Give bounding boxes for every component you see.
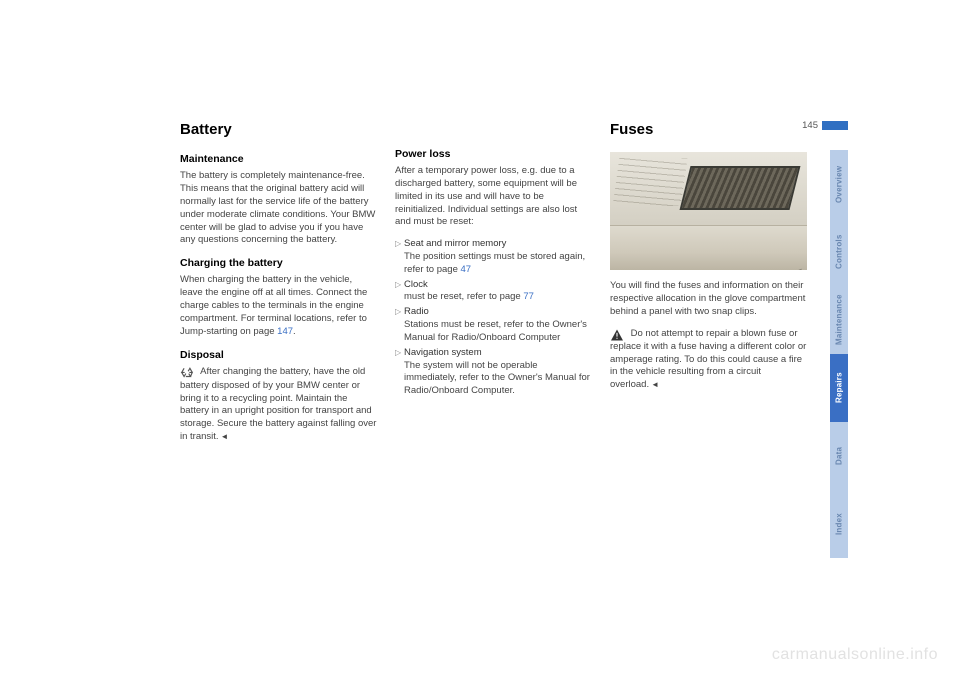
- page-marker-box: [822, 121, 848, 130]
- para-fuses-warning-text: Do not attempt to repair a blown fuse or…: [610, 328, 806, 390]
- section-title-battery: Battery: [180, 120, 377, 140]
- heading-maintenance: Maintenance: [180, 152, 377, 166]
- list-body: The system will not be operable immediat…: [404, 360, 590, 397]
- para-charging: When charging the battery in the vehicle…: [180, 274, 377, 338]
- list-body: must be reset, refer to page: [404, 291, 523, 302]
- list-body: The position settings must be stored aga…: [404, 251, 585, 275]
- page-number-row: 145: [802, 120, 848, 131]
- list-head: Seat and mirror memory: [404, 238, 506, 249]
- manual-page: Battery Maintenance The battery is compl…: [180, 120, 825, 620]
- list-item: ▷ Seat and mirror memory The position se…: [395, 238, 592, 276]
- list-body: Stations must be reset, refer to the Own…: [404, 319, 587, 343]
- heading-power-loss: Power loss: [395, 147, 592, 161]
- heading-charging: Charging the battery: [180, 256, 377, 270]
- para-charging-end: .: [293, 326, 296, 337]
- page-link-147[interactable]: 147: [277, 326, 293, 337]
- list-marker-icon: ▷: [395, 306, 404, 344]
- tab-controls[interactable]: Controls: [830, 218, 848, 286]
- page-link-47[interactable]: 47: [461, 264, 472, 275]
- page-number: 145: [802, 120, 818, 131]
- column-3: Fuses M03BN10MA You will find the fuses …: [610, 120, 807, 620]
- tab-index[interactable]: Index: [830, 490, 848, 558]
- list-content: Navigation system The system will not be…: [404, 347, 592, 398]
- watermark: carmanualsonline.info: [772, 646, 938, 664]
- column-2: Power loss After a temporary power loss,…: [395, 120, 592, 620]
- heading-disposal: Disposal: [180, 348, 377, 362]
- list-head: Radio: [404, 306, 429, 317]
- spacer: [395, 120, 592, 147]
- illustration-lines: [613, 158, 688, 206]
- tab-maintenance[interactable]: Maintenance: [830, 286, 848, 354]
- list-head: Clock: [404, 279, 428, 290]
- list-item: ▷ Clock must be reset, refer to page 77: [395, 279, 592, 305]
- list-marker-icon: ▷: [395, 279, 404, 305]
- list-item: ▷ Navigation system The system will not …: [395, 347, 592, 398]
- list-marker-icon: ▷: [395, 238, 404, 276]
- tab-overview[interactable]: Overview: [830, 150, 848, 218]
- column-1: Battery Maintenance The battery is compl…: [180, 120, 377, 620]
- illustration-shelf: [610, 225, 807, 270]
- tab-repairs[interactable]: Repairs: [830, 354, 848, 422]
- list-content: Radio Stations must be reset, refer to t…: [404, 306, 592, 344]
- list-content: Seat and mirror memory The position sett…: [404, 238, 592, 276]
- fuses-illustration: M03BN10MA: [610, 152, 807, 270]
- tab-data[interactable]: Data: [830, 422, 848, 490]
- recycle-icon: [180, 366, 194, 380]
- para-fuses-location: You will find the fuses and information …: [610, 280, 807, 318]
- para-charging-text: When charging the battery in the vehicle…: [180, 274, 367, 336]
- page-link-77[interactable]: 77: [523, 291, 534, 302]
- para-disposal-text: After changing the battery, have the old…: [180, 366, 376, 442]
- warning-icon: [610, 329, 624, 341]
- list-marker-icon: ▷: [395, 347, 404, 398]
- image-credit: M03BN10MA: [798, 268, 805, 270]
- para-fuses-warning: Do not attempt to repair a blown fuse or…: [610, 328, 807, 392]
- section-title-fuses: Fuses: [610, 120, 807, 140]
- side-tabs: Overview Controls Maintenance Repairs Da…: [830, 150, 848, 558]
- para-disposal: After changing the battery, have the old…: [180, 366, 377, 444]
- list-content: Clock must be reset, refer to page 77: [404, 279, 592, 305]
- illustration-fuse-panel: [680, 166, 801, 210]
- para-maintenance: The battery is completely maintenance-fr…: [180, 170, 377, 247]
- para-power-loss: After a temporary power loss, e.g. due t…: [395, 165, 592, 229]
- list-item: ▷ Radio Stations must be reset, refer to…: [395, 306, 592, 344]
- list-head: Navigation system: [404, 347, 482, 358]
